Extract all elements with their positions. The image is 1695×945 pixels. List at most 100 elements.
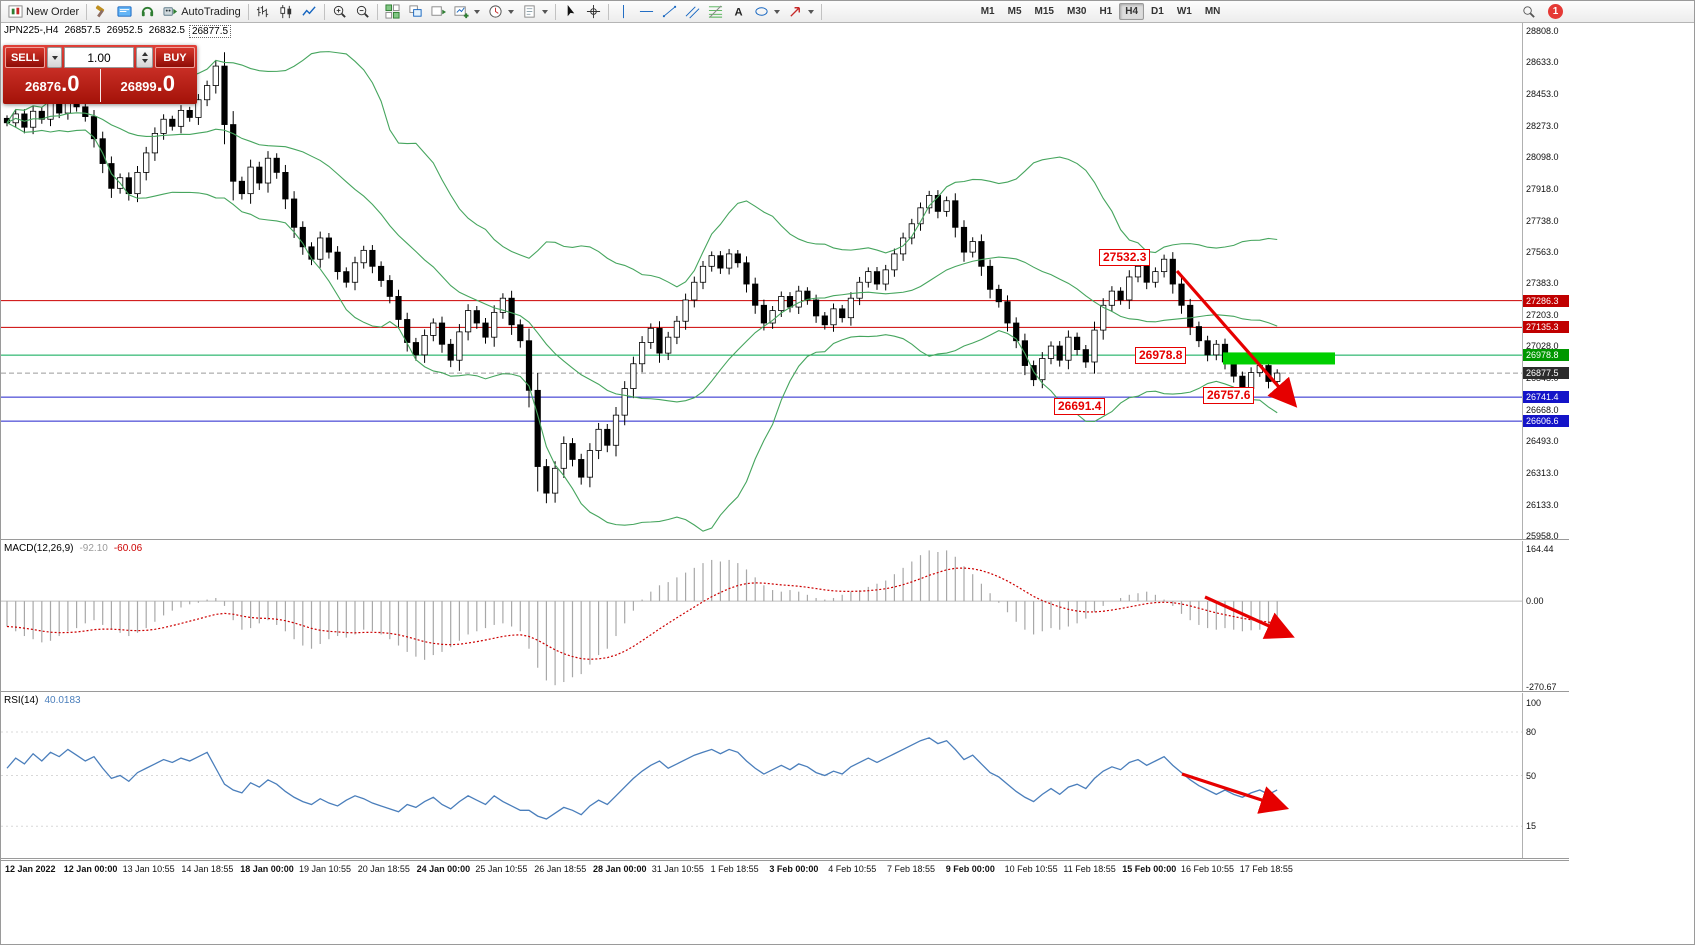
toolbar: New Order AutoTrading A M1 M5 M15 M30 H1 H4 D1 W1 M… (1, 1, 1694, 23)
candle-body (143, 152, 150, 173)
track-icon (431, 4, 446, 19)
new-chart-button[interactable] (450, 1, 484, 22)
trade-panel-prices: 26876.0 26899.0 (5, 69, 195, 102)
zoom-out-button[interactable] (351, 1, 374, 22)
price-annotation-label[interactable]: 26757.6 (1203, 387, 1255, 404)
volume-dropdown-button[interactable] (47, 47, 62, 68)
timeframe-w1[interactable]: W1 (1176, 6, 1192, 17)
candle-body (1065, 336, 1072, 361)
cursor-button[interactable] (559, 1, 582, 22)
candle-body (682, 299, 689, 322)
candle-body (647, 327, 654, 343)
macd-signal-line (6, 567, 1278, 660)
zoom-in-button[interactable] (328, 1, 351, 22)
price-annotation-label[interactable]: 26978.8 (1135, 347, 1187, 364)
text-label-button[interactable]: A (727, 1, 750, 22)
timeframe-d1[interactable]: D1 (1151, 6, 1164, 17)
volume-input[interactable] (64, 47, 134, 68)
bar-chart-button[interactable] (252, 1, 275, 22)
time-axis[interactable]: 12 Jan 2022 12 Jan 00:00 13 Jan 10:55 14 Ja… (1, 860, 1569, 879)
macd-axis[interactable]: 164.44 0.00 -270.67 (1522, 541, 1569, 692)
price-axis-label: 27563.0 (1526, 246, 1559, 257)
arrange-windows-button[interactable] (404, 1, 427, 22)
time-axis-label: 11 Feb 18:55 (1063, 864, 1116, 874)
candlestick-chart-button[interactable] (275, 1, 298, 22)
trend-arrow-annotation[interactable] (1181, 772, 1290, 814)
market-watch-button[interactable] (90, 1, 113, 22)
candle-body (1056, 345, 1063, 361)
timeframe-h1[interactable]: H1 (1099, 6, 1113, 17)
search-button[interactable] (1517, 1, 1540, 22)
vertical-line-button[interactable] (612, 1, 635, 22)
bollinger-upper-band[interactable] (6, 51, 1278, 288)
rsi-axis[interactable]: 100 80 50 15 (1522, 693, 1569, 858)
candle-body (734, 253, 741, 264)
candle-body (151, 133, 158, 154)
candle-body (1039, 358, 1046, 381)
buy-button[interactable]: BUY (155, 47, 195, 68)
track-chart-button[interactable] (427, 1, 450, 22)
timeframe-m15[interactable]: M15 (1034, 6, 1054, 17)
dropdown-caret-icon (541, 9, 548, 14)
templates-button[interactable] (518, 1, 552, 22)
autotrading-button[interactable]: AutoTrading (159, 1, 245, 22)
candle-body (934, 195, 942, 212)
candle-body (952, 200, 959, 228)
rsi-panel: RSI(14) 40.0183 100 80 50 15 (1, 693, 1569, 859)
bollinger-middle-band[interactable] (6, 112, 1278, 403)
tile-icon (385, 4, 400, 19)
support-zone-highlight[interactable] (1223, 352, 1335, 365)
candle-body (99, 138, 106, 164)
trend-arrow-annotation[interactable] (1204, 595, 1295, 639)
timeframe-h4[interactable]: H4 (1119, 3, 1145, 20)
support-button[interactable] (136, 1, 159, 22)
volume-stepper[interactable] (136, 47, 153, 68)
candle-body (552, 467, 559, 494)
candlestick-chart[interactable] (1, 23, 1523, 540)
price-axis-label: 26313.0 (1526, 468, 1559, 479)
notification-badge[interactable]: 1 (1548, 4, 1563, 19)
timeframe-m1[interactable]: M1 (980, 6, 995, 17)
ohlc-open: 26857.5 (64, 25, 101, 36)
macd-chart[interactable] (1, 541, 1523, 692)
equidistant-channel-button[interactable] (681, 1, 704, 22)
trade-panel-controls: SELL BUY (5, 47, 195, 68)
crosshair-button[interactable] (582, 1, 605, 22)
horizontal-line-button[interactable] (635, 1, 658, 22)
toolbar-separator (607, 3, 609, 20)
price-axis-tag: 26741.4 (1523, 391, 1569, 404)
rsi-axis-label: 80 (1526, 727, 1537, 737)
candle-body (377, 265, 385, 281)
trend-icon (662, 4, 677, 19)
fibonacci-button[interactable] (704, 1, 727, 22)
candle-body (1126, 276, 1133, 301)
price-annotation-label[interactable]: 27532.3 (1099, 249, 1151, 266)
price-axis[interactable]: 28808.0 28633.0 28453.0 28273.0 28098.0 27918… (1522, 23, 1569, 541)
candle-body (534, 389, 541, 467)
candle-body (578, 459, 585, 478)
timeframe-m5[interactable]: M5 (1007, 6, 1022, 17)
sell-price[interactable]: 26876.0 (24, 71, 80, 96)
shapes-button[interactable] (750, 1, 784, 22)
arrow-tools-button[interactable] (784, 1, 818, 22)
buy-price[interactable]: 26899.0 (120, 71, 175, 96)
sell-button[interactable]: SELL (5, 47, 45, 68)
price-axis-label: 26668.0 (1526, 405, 1559, 416)
timeframe-mn[interactable]: MN (1204, 6, 1221, 17)
time-axis-label: 15 Feb 00:00 (1122, 864, 1177, 874)
trend-arrow-annotation[interactable] (1175, 269, 1298, 408)
time-axis-label: 17 Feb 18:55 (1239, 864, 1293, 874)
line-chart-button[interactable] (298, 1, 321, 22)
toolbar-right-group: 1 (1517, 1, 1563, 22)
candle-body (447, 343, 454, 361)
rsi-chart[interactable] (1, 693, 1523, 859)
profiles-button[interactable] (484, 1, 518, 22)
trendline-button[interactable] (658, 1, 681, 22)
new-order-button[interactable]: New Order (4, 1, 83, 22)
tile-windows-button[interactable] (381, 1, 404, 22)
candle-body (604, 428, 611, 446)
data-window-button[interactable] (113, 1, 136, 22)
main-chart-panel: JPN225-,H4 26857.5 26952.5 26832.5 26877… (1, 23, 1569, 541)
timeframe-m30[interactable]: M30 (1066, 6, 1087, 17)
price-annotation-label[interactable]: 26691.4 (1054, 398, 1106, 415)
